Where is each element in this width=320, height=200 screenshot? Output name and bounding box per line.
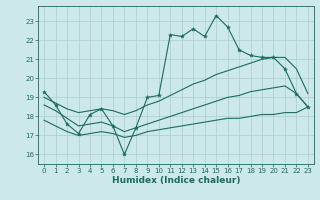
X-axis label: Humidex (Indice chaleur): Humidex (Indice chaleur) xyxy=(112,176,240,185)
